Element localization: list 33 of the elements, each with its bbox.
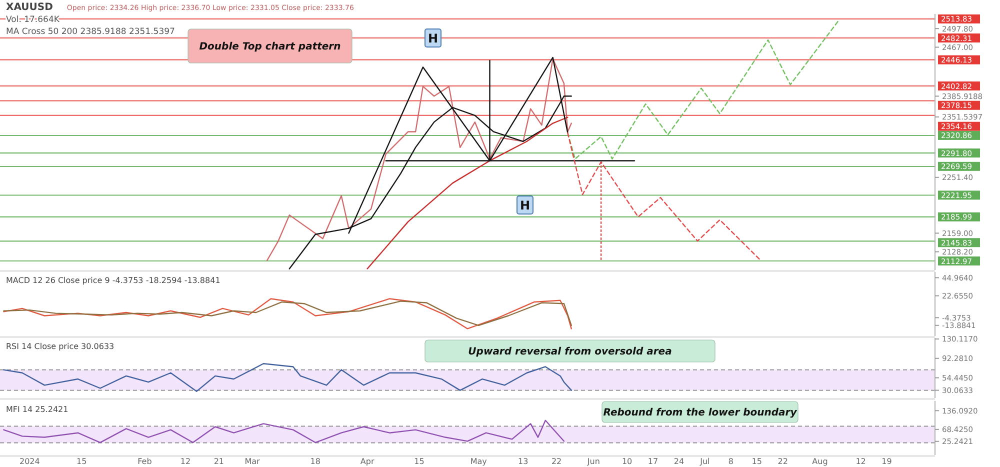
x-tick-label: 24 [674,457,684,466]
x-tick-label: 12 [856,457,866,466]
x-tick-label: May [470,457,488,466]
x-tick-label: 15 [414,457,424,466]
x-tick-label: 22 [551,457,562,466]
x-tick-label: 13 [518,457,528,466]
x-tick-label: 21 [214,457,224,466]
x-tick-label: 12 [180,457,191,466]
x-tick-label: Aug [812,457,828,466]
annotation: Rebound from the lower boundary [603,408,798,418]
x-tick-label: 8 [728,457,734,466]
text: MFI 14 25.2421 [6,405,68,414]
x-tick-label: 15 [76,457,87,466]
chart-title: XAUUSD [6,2,53,13]
annotation: Double Top chart pattern [199,42,341,52]
x-tick-label: 19 [882,457,892,466]
x-tick-label: Apr [360,457,375,466]
annotation: H [520,198,530,212]
annotation: Upward reversal from oversold area [468,346,672,358]
x-tick-label: 22 [778,457,788,466]
x-tick-label: 15 [752,457,762,466]
text: MACD 12 26 Close price 9 -4.3753 -18.2594 -13.8841 [6,276,220,285]
x-tick-label: Jul [699,457,710,466]
x-tick-label: 10 [622,457,632,466]
annotation: MA Cross 50 200 2385.9188 2351.5397 [6,27,175,37]
x-tick-label: 18 [310,457,320,466]
x-tick-label: Jun [586,457,600,466]
x-tick-label: Feb [138,457,152,466]
text: RSI 14 Close price 30.0633 [6,342,114,351]
x-tick-label: 2024 [20,457,40,466]
x-tick-label: 17 [648,457,658,466]
annotation: H [428,32,438,46]
x-tick-label: Mar [244,457,261,466]
